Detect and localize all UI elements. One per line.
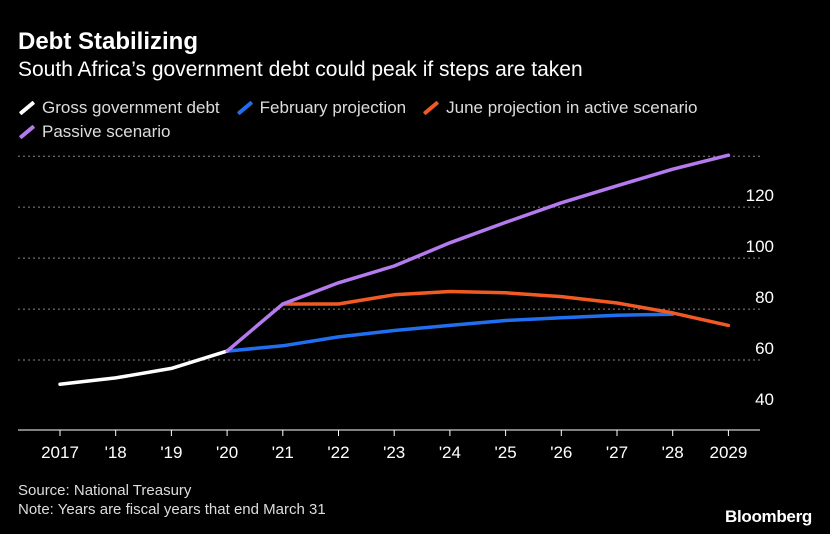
legend-label-february: February projection: [259, 98, 407, 117]
line-chart: 40 60 80 100 120 140% of GDP 2017 '18 '19 '20 '21 '…: [18, 150, 784, 462]
y-tick-label-120: 120: [746, 186, 774, 205]
legend-swatch-passive: [18, 124, 36, 140]
x-tick-label-3: '20: [216, 443, 238, 462]
x-tick-label-7: '24: [439, 443, 461, 462]
footnote: Note: Years are fiscal years that end Ma…: [18, 501, 326, 518]
x-tick-label-6: '23: [383, 443, 405, 462]
legend-swatch-gross: [18, 100, 36, 116]
x-tick-label-12: 2029: [709, 443, 747, 462]
series-line-gross: [58, 349, 229, 386]
y-tick-label-100: 100: [746, 237, 774, 256]
legend-item-passive: Passive scenario: [18, 122, 171, 142]
x-tick-label-4: '21: [272, 443, 294, 462]
legend-label-june: June projection in active scenario: [446, 98, 698, 117]
series-line-february: [225, 312, 675, 353]
series-line-passive: [225, 153, 731, 353]
x-tick-label-11: '28: [662, 443, 684, 462]
chart-title: Debt Stabilizing: [18, 28, 198, 55]
legend-item-gross: Gross government debt: [18, 98, 220, 118]
legend: Gross government debt February projectio…: [18, 96, 818, 144]
legend-label-passive: Passive scenario: [42, 122, 171, 141]
x-tick-label-1: '18: [105, 443, 127, 462]
x-tick-label-10: '27: [606, 443, 628, 462]
source-note: Source: National Treasury: [18, 482, 192, 499]
y-tick-label-40: 40: [755, 390, 774, 409]
chart-subtitle: South Africa’s government debt could pea…: [18, 58, 583, 81]
x-tick-label-0: 2017: [41, 443, 79, 462]
x-tick-label-9: '26: [550, 443, 572, 462]
x-tick-label-8: '25: [495, 443, 517, 462]
legend-swatch-june: [422, 100, 440, 116]
y-tick-label-60: 60: [755, 339, 774, 358]
legend-item-june: June projection in active scenario: [422, 98, 698, 118]
legend-item-february: February projection: [236, 98, 406, 118]
legend-swatch-february: [236, 100, 253, 116]
x-tick-label-5: '22: [327, 443, 349, 462]
y-tick-label-140: 140% of GDP: [680, 150, 784, 154]
x-tick-label-2: '19: [160, 443, 182, 462]
series-line-june: [281, 289, 731, 328]
bloomberg-logo: Bloomberg: [724, 507, 812, 526]
y-tick-label-80: 80: [755, 288, 774, 307]
legend-label-gross: Gross government debt: [42, 98, 220, 117]
